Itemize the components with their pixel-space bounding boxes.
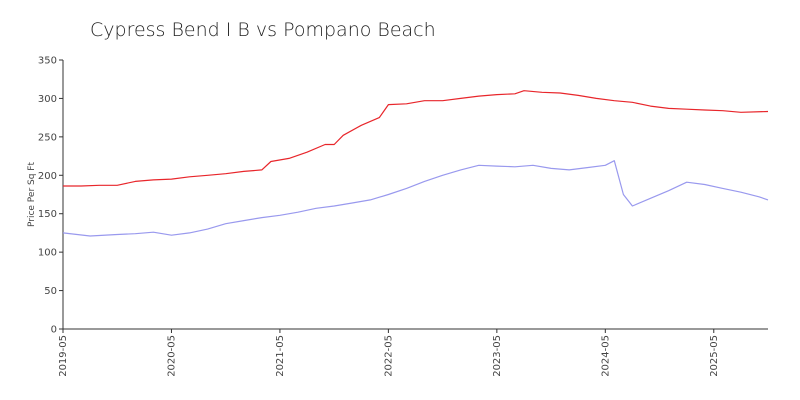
y-tick-label: 250 — [38, 132, 57, 143]
y-axis-label: Price Per Sq Ft — [27, 162, 37, 227]
y-tick-label: 100 — [38, 248, 57, 259]
y-tick-label: 0 — [51, 325, 57, 336]
chart-title: Cypress Bend I B vs Pompano Beach — [90, 19, 436, 41]
series-group — [62, 90, 769, 237]
y-tick-label: 50 — [44, 286, 57, 297]
x-axis-ticks: 2019-05 2020-05 2021-05 2022-05 2023-05 2024-… — [58, 329, 720, 377]
x-tick-label: 2022-05 — [383, 335, 394, 377]
x-tick-label: 2025-05 — [709, 335, 720, 377]
x-tick-label: 2023-05 — [492, 335, 503, 377]
y-tick-label: 200 — [38, 171, 57, 182]
x-tick-label: 2020-05 — [166, 335, 177, 377]
x-tick-label: 2021-05 — [275, 335, 286, 377]
series-line-1 — [63, 90, 769, 187]
x-tick-label: 2024-05 — [600, 335, 611, 377]
y-axis-ticks: 0 50 100 150 200 250 300 350 — [38, 56, 63, 336]
y-tick-label: 300 — [38, 94, 57, 105]
y-tick-label: 350 — [38, 56, 57, 67]
y-tick-label: 150 — [38, 209, 57, 220]
series-line-2 — [62, 160, 769, 237]
x-tick-label: 2019-05 — [58, 335, 69, 377]
